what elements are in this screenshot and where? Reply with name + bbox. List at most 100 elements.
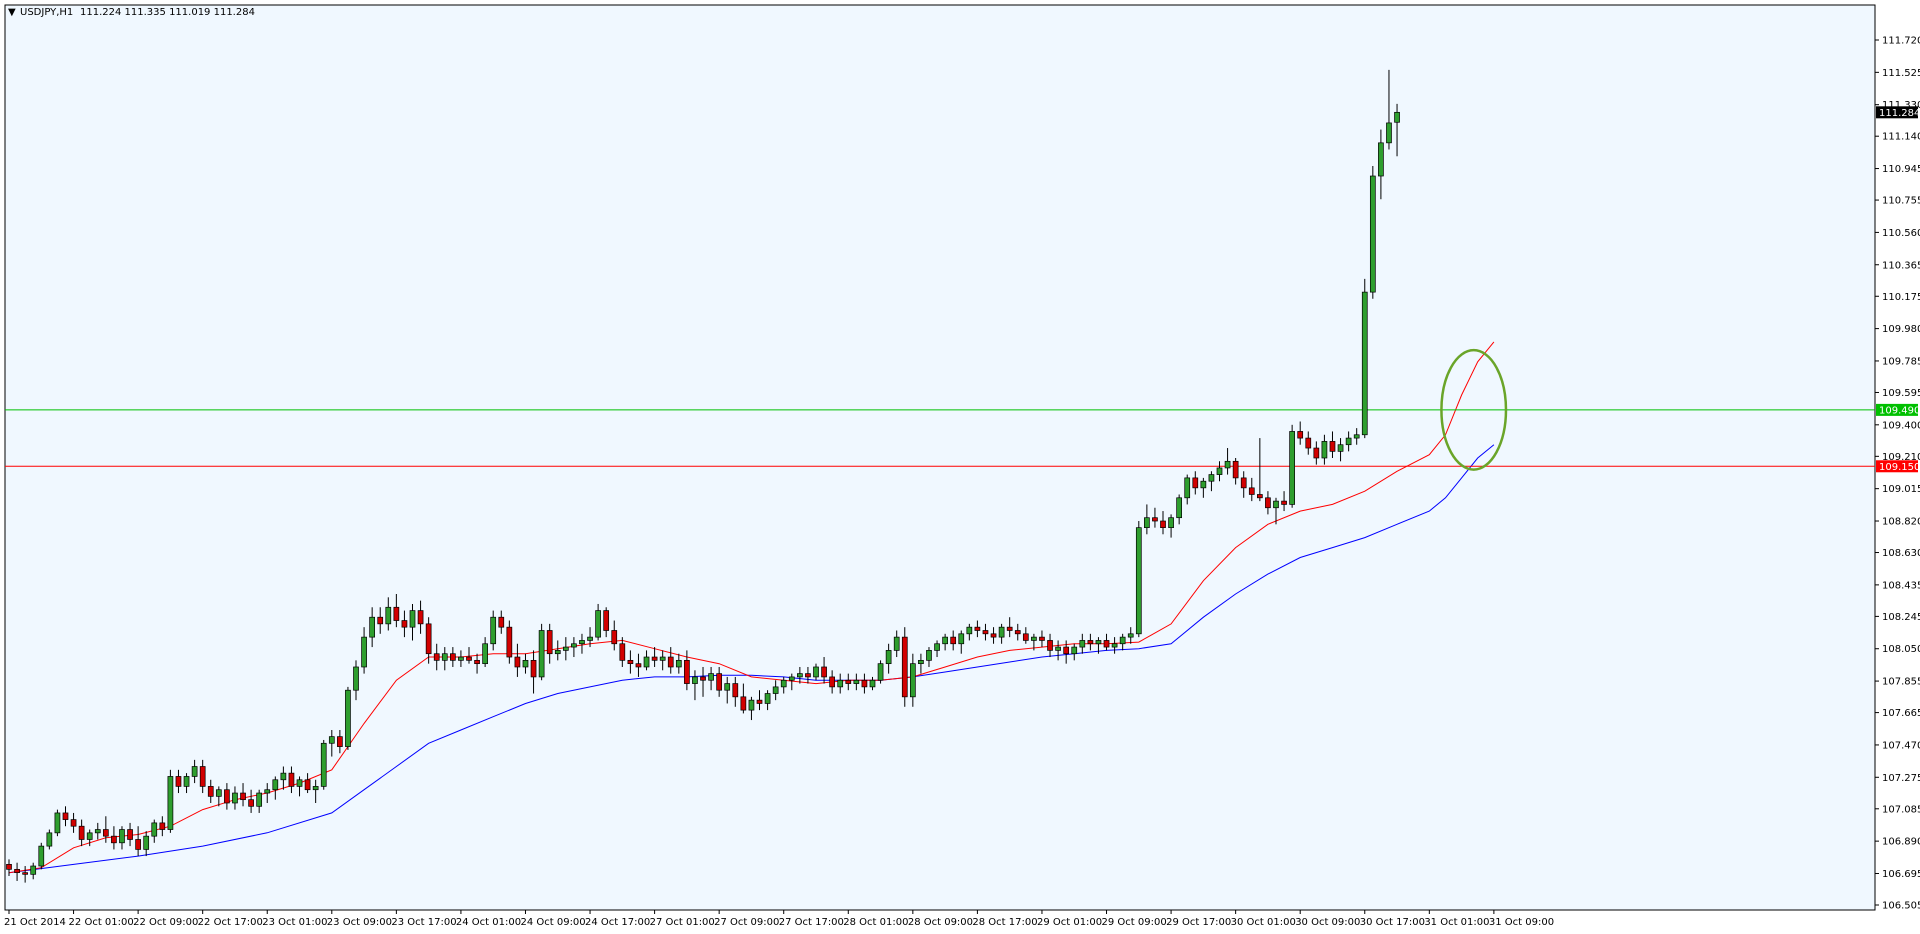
candle[interactable] [1055,640,1061,661]
candle[interactable] [522,653,529,674]
candle[interactable] [1176,494,1183,525]
candle[interactable] [328,730,335,757]
candle[interactable] [643,650,650,671]
candle[interactable] [603,607,610,638]
candle[interactable] [1329,431,1336,458]
candle[interactable] [1297,421,1304,445]
candle[interactable] [788,673,795,691]
candle[interactable] [805,666,811,684]
time-axis[interactable]: 21 Oct 2014 22 Oct 01:00 22 Oct 09:00 22 Oc… [4,910,1554,928]
candle[interactable] [530,650,537,694]
candle[interactable] [958,630,965,654]
candle[interactable] [667,647,674,674]
candle[interactable] [700,666,706,697]
candle[interactable] [893,630,900,658]
candle[interactable] [998,623,1005,644]
candle[interactable] [562,637,569,661]
candle[interactable] [1273,497,1279,525]
candle[interactable] [724,676,731,704]
candle[interactable] [38,842,45,870]
candle[interactable] [1111,637,1118,654]
candle[interactable] [127,822,133,847]
candle[interactable] [1079,633,1086,654]
candle[interactable] [982,623,989,641]
candle[interactable] [240,783,246,807]
candle[interactable] [756,690,763,711]
candle[interactable] [1103,633,1110,651]
candle[interactable] [143,831,150,857]
candle[interactable] [1305,431,1312,455]
candle[interactable] [780,676,787,694]
candle[interactable] [708,666,714,691]
candle[interactable] [595,603,601,641]
candle[interactable] [538,623,545,681]
candle[interactable] [950,630,957,651]
candle[interactable] [692,670,698,701]
candle[interactable] [1361,278,1368,439]
candle[interactable] [869,676,876,691]
candle[interactable] [377,607,384,634]
candle[interactable] [1200,477,1207,498]
candle[interactable] [111,826,117,850]
candle[interactable] [740,683,747,714]
candle[interactable] [458,650,464,667]
candle[interactable] [280,766,287,790]
candle[interactable] [94,822,101,840]
price-axis[interactable]: 111.720 111.525 111.330 111.140 110.945 110.7… [1875,36,1920,912]
candle[interactable] [490,610,497,651]
candle[interactable] [22,866,28,883]
candle[interactable] [619,637,626,667]
candle[interactable] [1289,424,1295,508]
candle[interactable] [159,816,166,837]
candle[interactable] [232,786,238,810]
candle[interactable] [635,653,642,677]
candle[interactable] [587,627,593,648]
candle[interactable] [1321,434,1328,465]
candle[interactable] [175,769,182,794]
collapse-triangle-icon[interactable]: ▼ [8,7,16,18]
candle[interactable] [450,647,456,667]
candle[interactable] [1160,511,1166,535]
candle[interactable] [345,686,351,750]
candle[interactable] [224,783,230,810]
candle[interactable] [102,816,109,843]
candle[interactable] [30,862,37,880]
candle[interactable] [1184,474,1191,505]
candle[interactable] [1394,103,1400,157]
candle[interactable] [353,660,359,701]
candle[interactable] [732,676,739,707]
candle[interactable] [401,610,408,638]
candle[interactable] [926,647,932,667]
candle[interactable] [659,650,666,671]
candle[interactable] [296,776,303,797]
candle[interactable] [1232,457,1239,485]
candle[interactable] [1006,617,1013,638]
candle[interactable] [1216,461,1223,482]
candle[interactable] [716,666,723,697]
candle[interactable] [1386,69,1392,150]
plot-area[interactable] [4,4,1876,911]
candle[interactable] [86,829,93,847]
candle[interactable] [764,690,771,711]
candle[interactable] [990,627,997,644]
candle[interactable] [966,623,973,641]
candle[interactable] [627,650,634,674]
candle[interactable] [46,829,53,850]
candle[interactable] [199,759,206,794]
candle[interactable] [1135,521,1142,638]
candle[interactable] [441,647,448,671]
candle[interactable] [191,759,198,784]
candle[interactable] [466,647,472,664]
candle[interactable] [684,650,690,691]
candle[interactable] [288,766,295,794]
candle[interactable] [885,643,892,674]
candle[interactable] [1240,471,1247,498]
candle[interactable] [1127,627,1134,644]
candle[interactable] [1378,129,1384,200]
candle[interactable] [119,826,125,850]
candle[interactable] [62,806,69,827]
candle[interactable] [1119,633,1126,651]
candle[interactable] [256,789,263,813]
candle[interactable] [651,647,658,667]
